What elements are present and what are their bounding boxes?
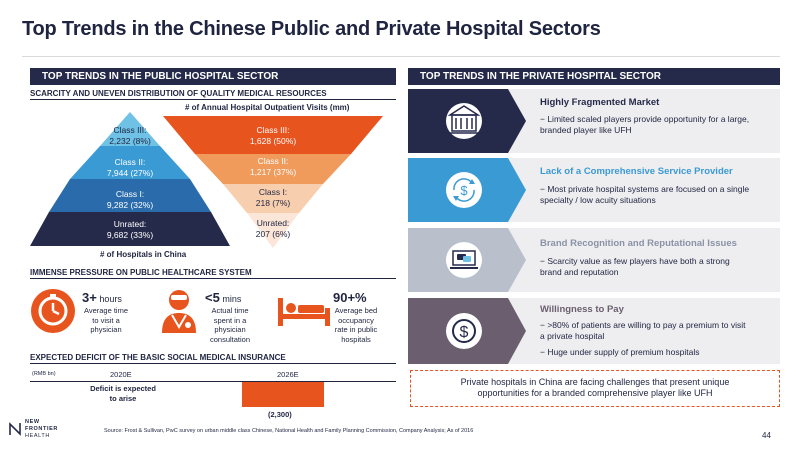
page-number: 44	[762, 431, 771, 440]
scarcity-rule	[30, 99, 396, 100]
deficit-axis	[30, 381, 396, 382]
nfh-logo-text: NEW FRONTIER HEALTH	[25, 419, 58, 439]
card-fragmented-bullets: − Limited scaled players provide opportu…	[540, 114, 750, 135]
inverted-label-unrated: Unrated: 207 (6%)	[255, 218, 291, 239]
pyramid-class1	[49, 179, 211, 212]
stat-mins-value: <5 mins	[205, 290, 242, 305]
pressure-rule	[30, 278, 396, 279]
card-willingness-bullets: − >80% of patients are willing to pay a …	[540, 320, 746, 357]
stat-occupancy-value: 90+%	[333, 290, 367, 305]
svg-text:$: $	[460, 324, 469, 341]
deficit-unit: (RMB bn)	[32, 371, 56, 377]
hospitals-label: # of Hospitals in China	[100, 250, 187, 259]
inverted-class2	[195, 154, 351, 184]
pyramid-unrated	[30, 212, 230, 246]
deficit-title: EXPECTED DEFICIT OF THE BASIC SOCIAL MED…	[30, 353, 286, 362]
svg-text:$: $	[460, 183, 468, 198]
title-divider	[22, 56, 780, 57]
visits-label: # of Annual Hospital Outpatient Visits (…	[185, 103, 350, 112]
card-brand-title: Brand Recognition and Reputational Issue…	[540, 238, 737, 249]
inverted-label-class3: Class III: 1,628 (50%)	[249, 125, 297, 146]
pyramid-label-class3: Class III: 2,232 (8%)	[109, 125, 151, 146]
card-fragmented-title: Highly Fragmented Market	[540, 97, 660, 108]
page-title: Top Trends in the Chinese Public and Pri…	[22, 18, 601, 40]
stat-mins-desc: Actual time spent in a physician consultati…	[209, 306, 251, 344]
stat-occupancy-desc: Average bed occupancy rate in public hospit…	[334, 306, 378, 344]
nfh-logo-icon	[9, 422, 21, 436]
dollar-coin-icon: $	[452, 319, 476, 343]
stat-hours-desc: Average time to visit a physician	[83, 306, 129, 334]
stat-hours-value: 3+ hours	[82, 290, 122, 305]
private-callout: Private hospitals in China are facing ch…	[410, 370, 780, 407]
visits-inverted-pyramid	[163, 116, 383, 248]
scarcity-title: SCARCITY AND UNEVEN DISTRIBUTION OF QUAL…	[30, 89, 327, 98]
pyramid-class2	[70, 146, 190, 179]
laptop-chat-icon	[450, 250, 478, 269]
deficit-2026-label: 2026E	[277, 370, 299, 379]
card-brand-bullets: − Scarcity value as few players have bot…	[540, 256, 730, 277]
bed-icon	[278, 298, 330, 326]
deficit-note: Deficit is expected to arise	[90, 384, 156, 403]
card-willingness-banner	[408, 298, 526, 364]
hospitals-pyramid	[30, 112, 230, 246]
inverted-label-class1: Class I: 218 (7%)	[255, 187, 291, 208]
card-service-title: Lack of a Comprehensive Service Provider	[540, 166, 733, 177]
card-service-bullets: − Most private hospital systems are focu…	[540, 184, 750, 205]
pyramid-label-class1: Class I: 9,282 (32%)	[106, 189, 154, 210]
private-sector-header: TOP TRENDS IN THE PRIVATE HOSPITAL SECTO…	[408, 68, 780, 85]
deficit-bar	[242, 382, 324, 407]
deficit-2020-label: 2020E	[110, 370, 132, 379]
inverted-class1	[223, 184, 323, 213]
clock-icon	[31, 289, 75, 333]
inverted-class3	[163, 116, 383, 154]
card-willingness-title: Willingness to Pay	[540, 304, 624, 315]
deficit-rule	[30, 363, 396, 364]
inverted-label-class2: Class II: 1,217 (37%)	[249, 156, 297, 177]
pyramid-label-class2: Class II: 7,944 (27%)	[106, 157, 154, 178]
source-note: Source: Frost & Sullivan, PwC survey on …	[104, 428, 474, 434]
public-sector-header: TOP TRENDS IN THE PUBLIC HOSPITAL SECTOR	[30, 68, 396, 85]
hospital-building-icon	[447, 105, 481, 134]
pyramid-class3	[100, 112, 160, 146]
pyramid-label-unrated: Unrated: 9,682 (33%)	[106, 219, 154, 240]
deficit-value: (2,300)	[268, 410, 292, 419]
pressure-title: IMMENSE PRESSURE ON PUBLIC HEALTHCARE SY…	[30, 268, 252, 277]
doctor-icon	[162, 290, 196, 333]
inverted-unrated	[247, 213, 299, 248]
dollar-cycle-icon: $	[453, 178, 475, 202]
